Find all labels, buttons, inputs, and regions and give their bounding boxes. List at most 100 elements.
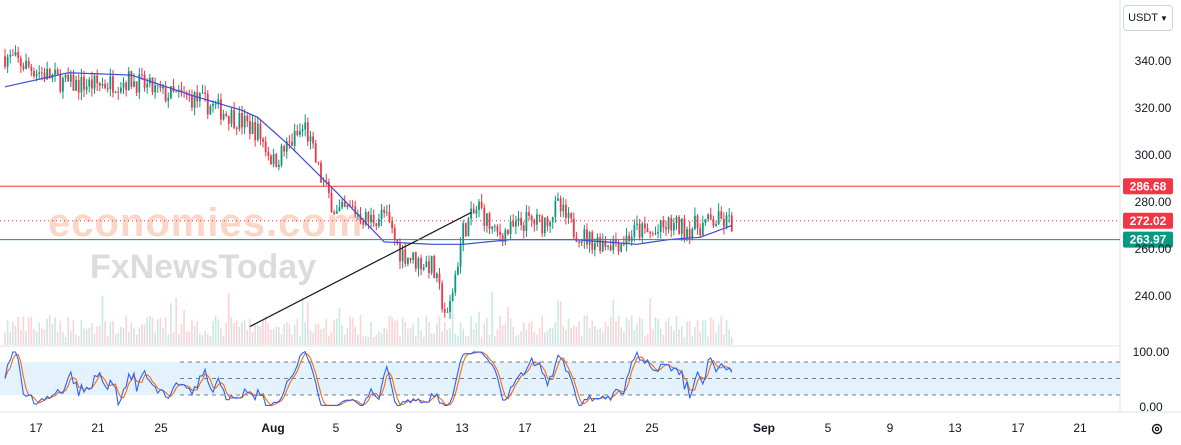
currency-selector[interactable]: USDT ▼ [1123,5,1173,31]
candle-body [93,75,96,89]
volume-bar [243,320,246,345]
candle-body [459,243,462,267]
candle-body [275,154,278,168]
candle-body [670,217,673,231]
candle-body [512,221,515,227]
candle-body [525,212,528,231]
candle-body [304,122,307,130]
volume-bar [723,334,725,345]
volume-bar [586,315,588,345]
stoch-tick-bottom: 0.00 [1139,400,1163,414]
candle-body [496,226,499,232]
volume-bar [154,332,156,345]
volume-bar [383,328,385,345]
volume-bar [20,329,22,345]
candle-body [238,112,241,129]
volume-bar [233,322,235,345]
volume-bar [483,323,486,345]
volume-bar [225,322,227,345]
candle-body [217,99,220,104]
candle-body [346,205,349,208]
candle-body [612,239,615,251]
candle-body [464,223,467,237]
candle-body [193,92,196,108]
level-badge-2 [1123,231,1173,248]
volume-bar [644,336,646,345]
candle-body [296,131,299,135]
volume-bar [454,333,457,345]
candle-body [27,60,30,67]
volume-bar [241,322,243,345]
candle-body [438,273,441,284]
volume-bar [275,326,278,345]
candle-body [462,223,465,244]
volume-bar [717,323,720,345]
volume-bar [507,306,509,345]
volume-bar [573,325,575,345]
candle-body [201,92,204,94]
candle-body [328,181,330,193]
candle-body [235,127,238,129]
candle-body [98,83,101,86]
candle-body [399,242,401,262]
volume-bar [412,324,414,345]
candle-body [578,241,580,243]
candle-body [117,91,120,93]
candle-body [412,252,415,260]
candle-body [283,146,286,152]
candle-body [59,74,62,92]
candle-body [472,208,475,214]
candle-body [730,215,733,232]
volume-bar [712,319,715,345]
candle-body [422,267,425,270]
candle-body [301,129,304,131]
volume-bar [496,329,499,345]
volume-bar [328,335,330,345]
volume-bar [625,317,628,345]
volume-bar [14,325,17,345]
volume-bar [264,316,267,345]
time-tick-label: 25 [154,421,168,435]
candle-body [77,79,80,93]
level-badge-label-2: 263.97 [1130,233,1167,247]
candle-body [583,229,586,242]
volume-bar [133,327,135,345]
volume-bar [217,319,220,345]
volume-bar [43,329,46,345]
candle-body [425,261,428,268]
volume-bar [565,329,567,345]
volume-bar [170,303,172,345]
candle-body [138,74,141,93]
candle-body [67,74,70,82]
volume-bar [125,315,127,345]
volume-bar [209,336,212,345]
candle-body [320,162,322,183]
candle-body [715,224,717,226]
volume-bar [262,320,264,345]
candle-body [407,257,409,264]
volume-bar [654,316,657,345]
candle-body [688,229,691,238]
candle-body [467,218,470,237]
volume-bar [404,321,407,345]
candle-body [91,79,93,89]
volume-bar [77,336,80,345]
settings-gear-icon[interactable] [1147,419,1167,439]
candle-body [243,115,246,128]
candle-body [114,91,117,93]
volume-bar [538,328,541,345]
stoch-k-line [4,350,733,407]
candle-body [212,104,214,107]
volume-bar [438,316,441,345]
candle-body [609,245,612,251]
volume-bar [214,315,217,345]
volume-bar [172,332,175,345]
candle-body [388,212,391,222]
candle-body [417,258,420,269]
candle-body [291,141,293,146]
volume-bar [291,334,293,345]
candle-body [322,181,325,183]
volume-bar [494,336,496,345]
volume-bar [135,334,138,345]
